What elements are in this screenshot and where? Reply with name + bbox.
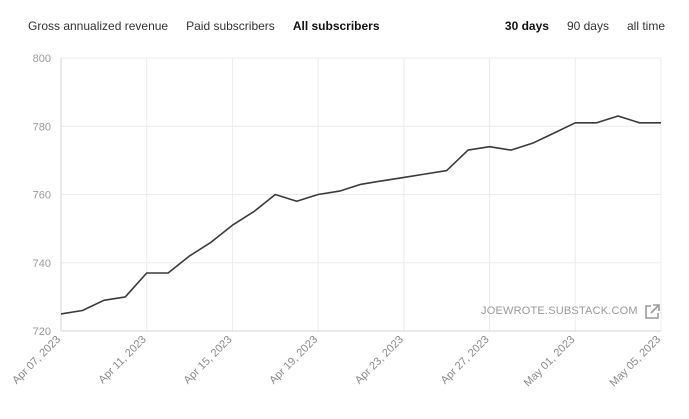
y-tick-label: 800 — [33, 53, 51, 65]
tab-paid-subscribers[interactable]: Paid subscribers — [186, 19, 275, 33]
tab-90-days[interactable]: 90 days — [566, 19, 609, 33]
data-point — [509, 148, 514, 153]
data-point — [551, 131, 556, 136]
data-point — [616, 114, 621, 119]
data-point — [80, 308, 85, 313]
x-tick-label: Apr 15, 2023 — [182, 334, 235, 387]
tab-all-time[interactable]: all time — [626, 19, 665, 33]
data-point — [101, 298, 106, 303]
chart-axes — [60, 58, 661, 332]
data-point — [251, 209, 256, 214]
x-tick-label: May 01, 2023 — [522, 334, 578, 390]
data-point — [380, 178, 385, 183]
chart-series — [59, 114, 664, 316]
x-tick-label: Apr 27, 2023 — [439, 334, 492, 387]
data-point — [187, 253, 192, 258]
data-point — [659, 120, 664, 125]
data-point — [530, 141, 535, 146]
x-tick-label: Apr 19, 2023 — [267, 334, 320, 387]
y-tick-label: 780 — [33, 121, 51, 133]
data-point — [594, 120, 599, 125]
data-point — [209, 240, 214, 245]
data-point — [144, 270, 149, 275]
external-link-icon[interactable] — [643, 303, 661, 321]
x-tick-label: Apr 23, 2023 — [353, 334, 406, 387]
chart-ticks: 720 740 760 780 800 Apr 07, 2023 Apr 11, 2023 A… — [10, 53, 663, 389]
y-tick-label: 740 — [33, 258, 51, 270]
data-point — [123, 294, 128, 299]
tab-all-subscribers[interactable]: All subscribers — [292, 19, 380, 33]
data-point — [637, 120, 642, 125]
data-point — [273, 192, 278, 197]
x-tick-label: Apr 11, 2023 — [96, 334, 148, 386]
x-tick-label: May 05, 2023 — [608, 334, 664, 390]
x-tick-label: Apr 07, 2023 — [10, 334, 63, 387]
data-point — [337, 189, 342, 194]
data-point — [401, 175, 406, 180]
data-point — [294, 199, 299, 204]
range-tabs: 30 days 90 days all time — [487, 18, 665, 34]
data-point — [573, 120, 578, 125]
data-point — [359, 182, 364, 187]
chart-grid — [60, 57, 662, 332]
data-point — [423, 172, 428, 177]
y-tick-label: 760 — [33, 190, 51, 202]
y-tick-label: 720 — [33, 326, 51, 338]
data-point — [487, 144, 492, 149]
tab-30-days[interactable]: 30 days — [504, 19, 549, 33]
watermark-text: JOEWROTE.SUBSTACK.COM — [481, 305, 638, 317]
metric-tabs: Gross annualized revenue Paid subscriber… — [28, 18, 398, 34]
data-point — [316, 192, 321, 197]
data-point — [466, 148, 471, 153]
data-point — [59, 311, 64, 316]
data-point — [166, 270, 171, 275]
data-point — [444, 168, 449, 173]
tab-gross-annualized-revenue[interactable]: Gross annualized revenue — [28, 19, 169, 33]
data-point — [230, 223, 235, 228]
subscribers-series-line — [60, 115, 661, 315]
